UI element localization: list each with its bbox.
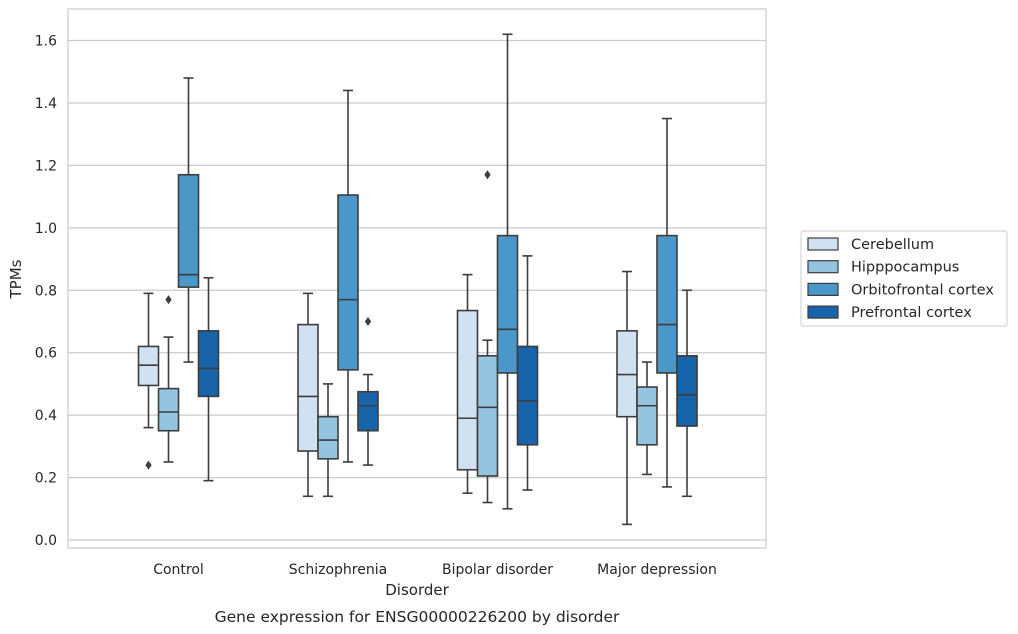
box-body: [476, 355, 499, 477]
box-hipppocampus: [157, 295, 180, 463]
legend-label: Hipppocampus: [851, 260, 959, 276]
y-tick-label: 0.8: [35, 283, 57, 299]
box-hipppocampus: [636, 361, 658, 476]
box-body: [676, 355, 698, 427]
x-tick-label: Major depression: [597, 562, 717, 578]
y-tick-label: 1.2: [35, 158, 57, 174]
y-tick-label: 1.0: [35, 221, 57, 237]
box-body: [496, 234, 519, 374]
box-cerebellum: [297, 292, 319, 498]
y-tick-label: 0.4: [35, 408, 57, 424]
x-tick-label: Schizophrenia: [289, 562, 387, 578]
box-body: [456, 309, 479, 471]
box-body: [317, 415, 339, 460]
legend-label: Prefrontal cortex: [851, 305, 972, 321]
box-orbitofrontal-cortex: [496, 33, 519, 510]
legend-swatch: [807, 282, 839, 296]
x-tick-label: Bipolar disorder: [442, 562, 553, 578]
y-tick-labels: 0.0 0.2 0.4 0.6 0.8 1.0 1.2 1.4 1.6: [35, 34, 57, 550]
box-body: [357, 390, 379, 432]
legend-frame: [800, 230, 1008, 327]
box-cerebellum: [616, 270, 638, 526]
x-axis-title: Disorder: [385, 581, 449, 599]
outlier-point: [145, 460, 152, 470]
legend-swatch: [807, 305, 839, 319]
outlier-point: [165, 295, 172, 305]
plot-area-frame: [67, 8, 767, 549]
box-prefrontal-cortex: [197, 276, 220, 482]
outlier-point: [364, 316, 372, 326]
box-body: [157, 387, 180, 432]
box-orbitofrontal-cortex: [337, 89, 359, 463]
y-axis-title: TPMs: [7, 259, 25, 299]
box-body: [636, 386, 658, 446]
box-body: [516, 345, 539, 446]
box-cerebellum: [456, 273, 479, 494]
y-tick-label: 0.2: [35, 471, 57, 487]
outlier-point: [484, 170, 491, 180]
box-cerebellum: [137, 292, 160, 470]
legend-swatch: [807, 237, 839, 251]
y-tick-label: 0.0: [35, 533, 57, 549]
box-prefrontal-cortex: [357, 316, 379, 466]
legend: Cerebellum Hipppocampus Orbitofrontal cort…: [800, 230, 1008, 327]
box-orbitofrontal-cortex: [177, 77, 200, 363]
x-tick-label: Control: [153, 562, 204, 578]
box-orbitofrontal-cortex: [656, 117, 678, 488]
box-body: [177, 173, 200, 288]
boxes-layer: [137, 33, 698, 526]
box-body: [656, 234, 678, 374]
box-body: [297, 323, 319, 452]
box-body: [197, 330, 220, 398]
legend-label: Cerebellum: [851, 237, 934, 253]
y-tick-label: 0.6: [35, 346, 57, 362]
x-tick-labels: Control Schizophrenia Bipolar disorder Majo…: [153, 562, 717, 578]
box-hipppocampus: [476, 170, 499, 504]
y-tick-label: 1.4: [35, 96, 57, 112]
box-prefrontal-cortex: [516, 255, 539, 491]
box-hipppocampus: [317, 383, 339, 498]
legend-label: Orbitofrontal cortex: [851, 282, 994, 298]
y-tick-label: 1.6: [35, 34, 57, 50]
legend-swatch: [807, 260, 839, 274]
box-body: [337, 194, 359, 371]
box-prefrontal-cortex: [676, 289, 698, 498]
figure-caption: Gene expression for ENSG00000226200 by d…: [215, 608, 620, 626]
